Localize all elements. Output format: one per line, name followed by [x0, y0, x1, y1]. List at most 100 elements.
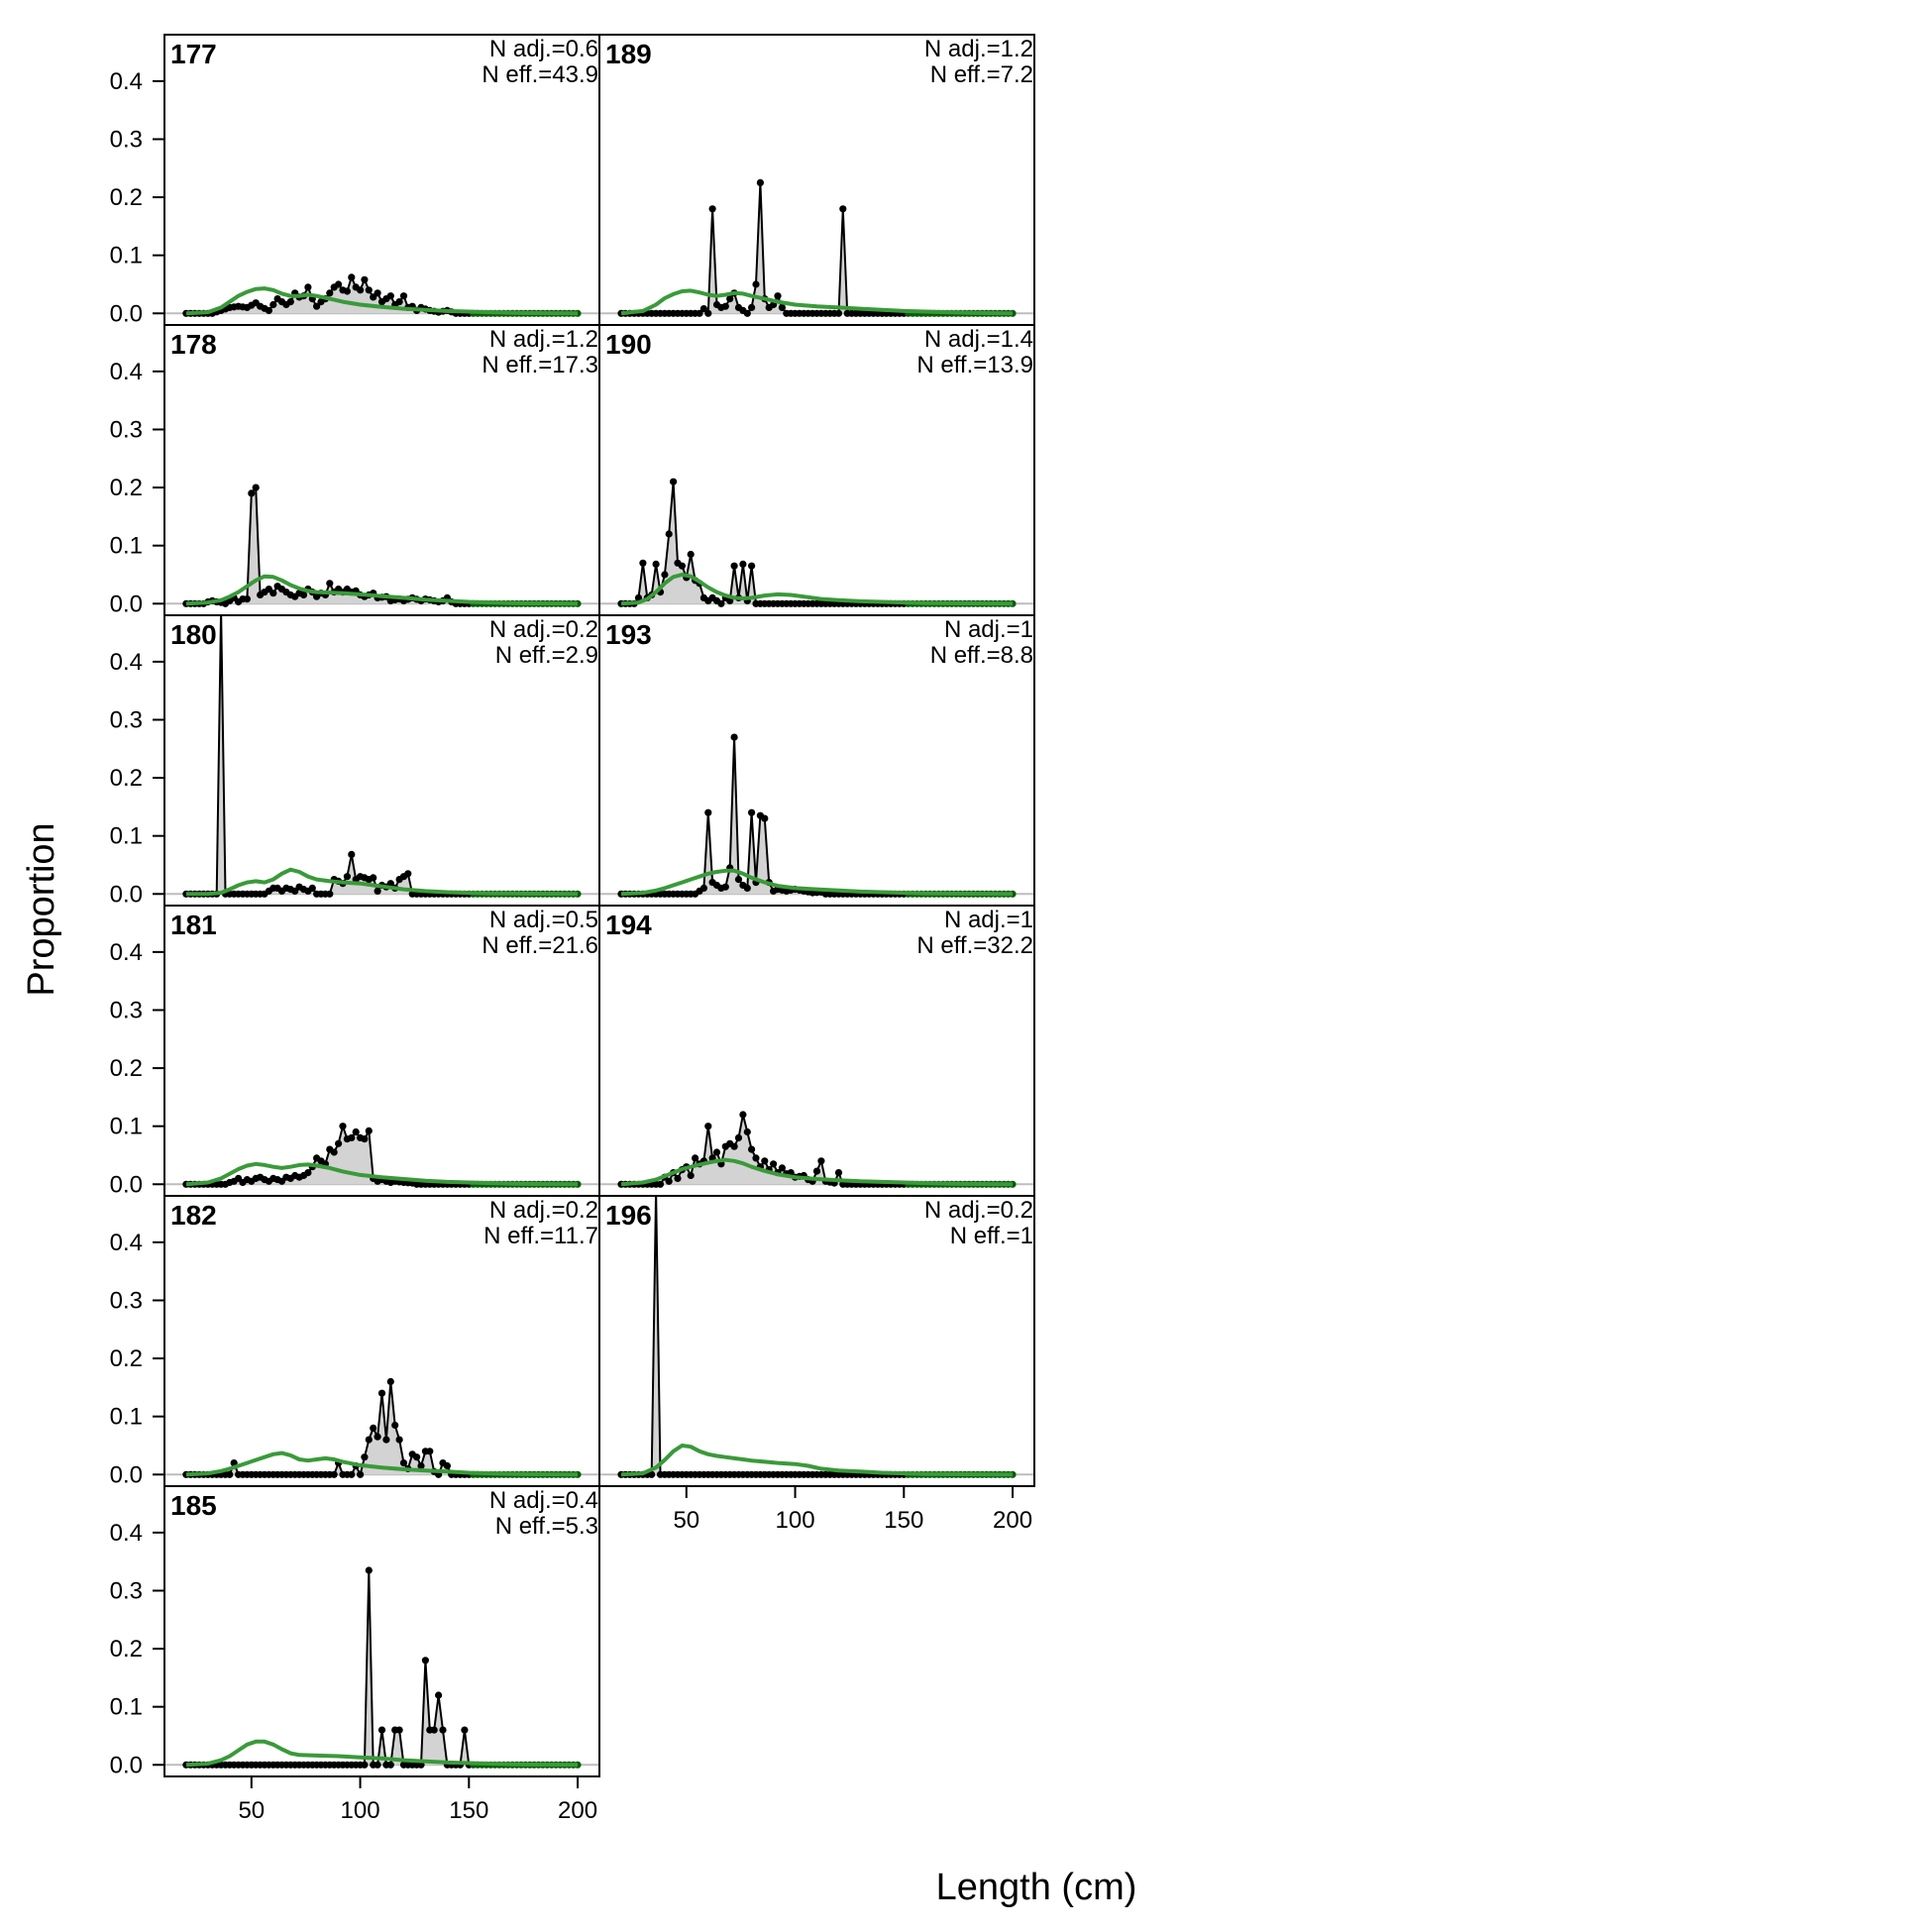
- panel-181: 181 N adj.=0.5N eff.=21.6 0.0 0.1 0.2 0.3 0.4: [110, 905, 600, 1198]
- observed-point: [286, 298, 294, 306]
- observed-point: [778, 303, 787, 311]
- observed-point: [748, 562, 756, 570]
- panel-title: 185: [170, 1490, 217, 1521]
- observed-point: [269, 300, 277, 309]
- observed-point: [357, 286, 365, 294]
- observed-point: [761, 814, 769, 822]
- observed-point: [395, 1436, 403, 1444]
- observed-point: [386, 1377, 394, 1386]
- y-tick-label: 0.4: [110, 359, 143, 385]
- observed-point: [377, 1726, 386, 1734]
- observed-point: [417, 1461, 425, 1470]
- y-tick-label: 0.4: [110, 1230, 143, 1256]
- n-adj-label: N adj.=0.6: [489, 36, 598, 62]
- n-adj-label: N adj.=1: [944, 616, 1033, 643]
- observed-point: [721, 883, 729, 891]
- observed-point: [752, 1154, 760, 1162]
- observed-point: [365, 1566, 373, 1574]
- panel-plot-area: [599, 733, 1034, 898]
- observed-point: [817, 1157, 825, 1165]
- y-tick-label: 0.1: [110, 1114, 143, 1140]
- observed-area: [621, 482, 1013, 604]
- observed-point: [730, 733, 738, 741]
- observed-point: [399, 1459, 408, 1467]
- observed-point: [648, 1470, 656, 1478]
- n-eff-label: N eff.=17.3: [482, 352, 598, 378]
- expected-line: [185, 867, 579, 897]
- n-adj-label: N adj.=0.2: [489, 616, 598, 643]
- observed-point: [265, 306, 272, 314]
- panel-frame: [163, 1485, 600, 1777]
- observed-point: [678, 562, 687, 570]
- panel-plot-area: [599, 478, 1034, 607]
- observed-point: [395, 298, 403, 306]
- y-tick-label: 0.2: [110, 475, 143, 501]
- observed-area: [185, 1381, 578, 1475]
- observed-point: [743, 884, 751, 893]
- y-tick-label: 0.3: [110, 1577, 143, 1604]
- panel-plot-area: [164, 483, 599, 607]
- observed-area: [621, 737, 1013, 895]
- panel-title: 181: [170, 910, 217, 940]
- observed-point: [348, 273, 356, 281]
- observed-point: [699, 305, 708, 313]
- panel-177: 177 N adj.=0.6N eff.=43.9 0.0 0.1 0.2 0.3 0.4: [110, 34, 600, 327]
- observed-point: [304, 283, 312, 291]
- y-tick-label: 0.0: [110, 1171, 143, 1198]
- observed-point: [361, 1453, 369, 1461]
- observed-point: [308, 884, 316, 893]
- panel-plot-area: [164, 1566, 599, 1769]
- observed-point: [670, 478, 678, 485]
- n-eff-label: N eff.=5.3: [495, 1513, 598, 1540]
- expected-line: [185, 1739, 579, 1768]
- x-tick-label: 50: [238, 1797, 265, 1824]
- observed-point: [365, 1127, 373, 1134]
- panel-plot-area: [164, 1123, 599, 1188]
- observed-point: [339, 1123, 347, 1130]
- observed-point: [269, 590, 277, 597]
- observed-point: [770, 1160, 778, 1168]
- panel-plot-area: [164, 273, 599, 317]
- observed-point: [712, 1148, 721, 1156]
- observed-point: [734, 1133, 743, 1141]
- observed-point: [357, 1470, 365, 1478]
- observed-point: [743, 1127, 751, 1136]
- observed-point: [696, 309, 703, 317]
- observed-point: [443, 1461, 451, 1470]
- observed-point: [361, 275, 369, 283]
- n-eff-label: N eff.=13.9: [916, 352, 1033, 378]
- observed-point: [834, 309, 843, 317]
- observed-point: [834, 1169, 843, 1177]
- observed-point: [348, 850, 356, 859]
- observed-point: [674, 1174, 682, 1182]
- observed-point: [365, 1436, 373, 1444]
- observed-point: [313, 302, 321, 310]
- observed-point: [665, 530, 673, 538]
- observed-point: [374, 289, 381, 297]
- observed-point: [377, 1389, 386, 1397]
- panel-title: 196: [605, 1200, 652, 1231]
- y-tick-label: 0.0: [110, 881, 143, 908]
- x-tick-label: 50: [673, 1507, 699, 1534]
- observed-point: [634, 593, 643, 602]
- y-tick-label: 0.3: [110, 997, 143, 1023]
- y-tick-label: 0.2: [110, 184, 143, 211]
- observed-point: [435, 1691, 443, 1699]
- observed-point: [404, 870, 412, 878]
- n-eff-label: N eff.=11.7: [483, 1223, 598, 1249]
- observed-point: [361, 1135, 369, 1143]
- y-tick-label: 0.4: [110, 939, 143, 966]
- expected-line: [620, 1157, 1014, 1187]
- n-adj-label: N adj.=1.4: [924, 326, 1033, 353]
- observed-point: [335, 280, 343, 288]
- expected-line: [185, 286, 579, 316]
- observed-point: [335, 1139, 343, 1147]
- panel-title: 178: [170, 329, 217, 360]
- y-tick-label: 0.1: [110, 533, 143, 560]
- observed-point: [226, 1470, 234, 1478]
- n-eff-label: N eff.=7.2: [930, 61, 1033, 88]
- y-tick-label: 0.1: [110, 1404, 143, 1431]
- observed-point: [218, 606, 225, 613]
- panel-plot-area: [599, 178, 1034, 317]
- observed-point: [243, 595, 251, 603]
